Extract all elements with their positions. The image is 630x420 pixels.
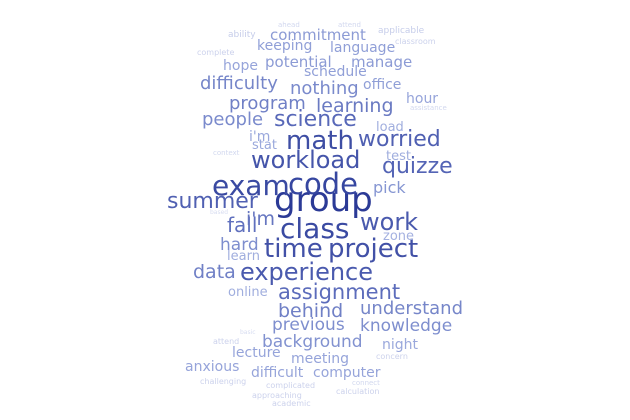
word-schedule: schedule	[304, 64, 367, 80]
word-load: load	[376, 120, 404, 135]
word-hard: hard	[220, 235, 259, 255]
word-experience: experience	[240, 258, 374, 286]
word-class: class	[280, 212, 350, 245]
word-worried: worried	[358, 127, 441, 152]
word-complicated: complicated	[266, 381, 316, 390]
word-time: time	[264, 234, 323, 264]
word-difficulty: difficulty	[200, 73, 278, 94]
word-attend: attend	[213, 337, 240, 346]
word-ahead: ahead	[278, 21, 300, 29]
word-potential: potential	[265, 53, 332, 71]
word-work: work	[360, 208, 419, 236]
word-science: science	[274, 107, 357, 132]
word-math: math	[286, 126, 354, 156]
word-assignment: assignment	[278, 280, 401, 304]
word-complete: complete	[197, 48, 235, 57]
word-lecture: lecture	[232, 345, 281, 361]
word-context: context	[213, 149, 240, 157]
word-summer: summer	[167, 189, 258, 214]
word-manage: manage	[351, 53, 413, 71]
word-understand: understand	[360, 298, 464, 319]
word-data: data	[193, 261, 236, 283]
word-concern: concern	[376, 352, 408, 361]
word-hope: hope	[223, 58, 258, 74]
word-applicable: applicable	[378, 26, 425, 36]
word-difficult: difficult	[251, 365, 304, 381]
word-exam: exam	[212, 169, 290, 202]
word-im-small: i'm	[249, 129, 271, 145]
word-anxious: anxious	[185, 359, 240, 375]
word-fall: fall	[227, 213, 258, 237]
word-calculation: calculation	[336, 387, 380, 396]
word-knowledge: knowledge	[360, 316, 453, 336]
word-learn: learn	[227, 249, 260, 264]
word-stat: stat	[252, 138, 277, 153]
word-attend-top: attend	[338, 21, 361, 29]
word-zone: zone	[383, 229, 415, 244]
word-connect: connect	[352, 379, 380, 387]
word-previous: previous	[272, 315, 345, 335]
word-online: online	[228, 285, 268, 300]
word-behind: behind	[278, 300, 344, 322]
word-ability: ability	[228, 30, 256, 40]
word-classroom: classroom	[395, 37, 436, 46]
word-assistance: assistance	[410, 104, 447, 112]
word-quizze: quizze	[382, 154, 453, 179]
word-pick: pick	[373, 178, 406, 197]
word-computer: computer	[313, 365, 381, 381]
word-project: project	[328, 234, 419, 264]
word-im: i'm	[246, 208, 276, 230]
word-nothing: nothing	[290, 78, 359, 99]
word-workload: workload	[251, 146, 361, 174]
word-commitment: commitment	[270, 26, 366, 44]
word-program: program	[229, 93, 306, 114]
word-hour: hour	[406, 91, 439, 107]
word-meeting: meeting	[291, 351, 350, 367]
word-night: night	[382, 337, 419, 353]
word-group: group	[274, 180, 373, 220]
word-based: based	[210, 209, 229, 216]
word-keeping: keeping	[257, 38, 313, 54]
word-code: code	[288, 167, 358, 201]
word-learning: learning	[316, 95, 394, 117]
word-office: office	[363, 77, 402, 93]
word-basic: basic	[240, 329, 256, 336]
word-background: background	[262, 332, 363, 352]
word-people: people	[202, 109, 264, 130]
word-approaching: approaching	[252, 391, 302, 400]
word-test: test	[386, 149, 411, 164]
word-challenging: challenging	[200, 377, 247, 386]
word-language: language	[330, 40, 396, 56]
word-academic: academic	[272, 399, 311, 408]
